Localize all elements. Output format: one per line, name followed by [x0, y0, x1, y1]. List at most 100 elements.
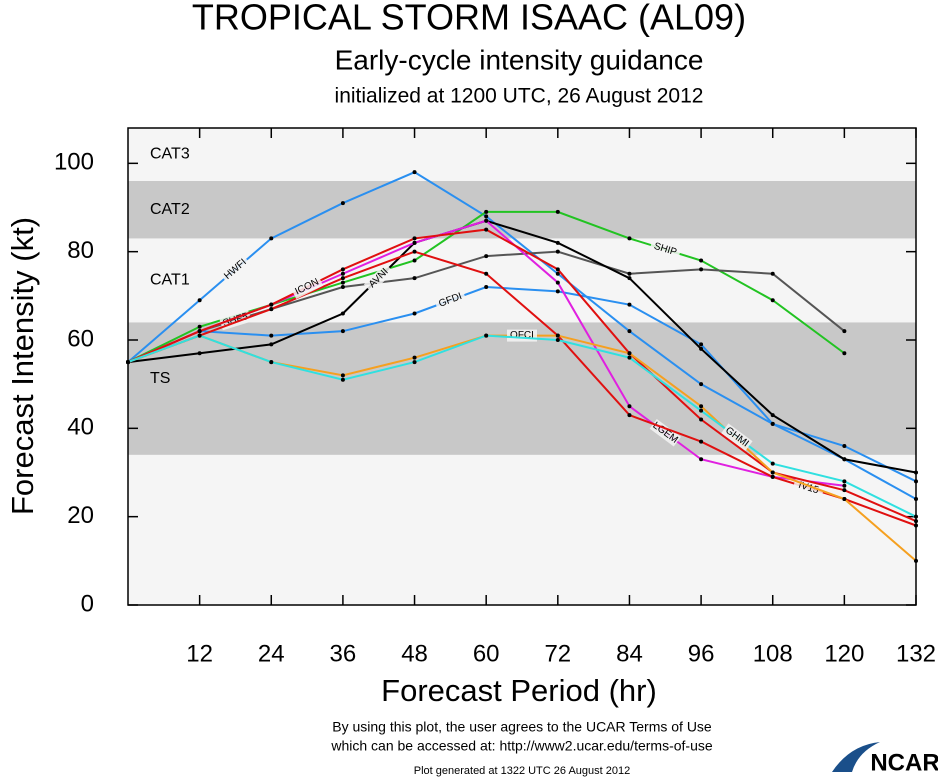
data-point [699, 342, 704, 347]
x-tick-label: 60 [473, 640, 500, 667]
band-label: CAT3 [150, 146, 190, 163]
x-tick-label: 108 [753, 640, 793, 667]
data-point [484, 285, 489, 289]
data-point [412, 236, 417, 241]
x-tick-label: 132 [896, 640, 936, 667]
data-point [555, 289, 560, 294]
data-point [627, 236, 632, 241]
chart-subtitle: Early-cycle intensity guidance [335, 44, 704, 75]
data-point [412, 360, 417, 365]
data-point [770, 298, 775, 303]
chart-title: TROPICAL STORM ISAAC (AL09) [192, 0, 746, 38]
x-tick-label: 84 [616, 640, 643, 667]
data-point [555, 280, 560, 285]
data-point [484, 227, 489, 232]
data-point [197, 351, 202, 356]
data-point [269, 307, 274, 312]
footer-line: Plot generated at 1322 UTC 26 August 201… [414, 765, 631, 777]
data-point [269, 360, 274, 365]
data-point [627, 355, 632, 360]
data-point [842, 488, 847, 493]
y-tick-label: 100 [54, 149, 94, 176]
data-point [699, 404, 704, 409]
data-point [484, 218, 489, 223]
data-point [627, 329, 632, 334]
data-point [340, 271, 345, 276]
data-point [340, 373, 345, 378]
x-tick-label: 12 [186, 640, 213, 667]
logo-mark [832, 742, 880, 772]
data-point [842, 457, 847, 462]
data-point [770, 413, 775, 418]
intensity-band [128, 181, 916, 239]
series-label-bg [721, 423, 753, 451]
y-tick-label: 0 [81, 590, 94, 617]
series-line [127, 228, 917, 523]
series-line [127, 219, 917, 474]
data-point [555, 249, 560, 254]
data-point [627, 276, 632, 281]
data-point [770, 474, 775, 479]
y-axis-label: Forecast Intensity (kt) [5, 217, 40, 515]
footer-line: By using this plot, the user agrees to t… [332, 719, 712, 735]
data-point [340, 285, 345, 289]
data-point [269, 333, 274, 338]
data-point [340, 280, 345, 285]
data-point [340, 311, 345, 316]
data-point [412, 276, 417, 281]
series-label-bg [649, 239, 682, 260]
data-point [627, 302, 632, 307]
data-point [412, 311, 417, 316]
footer-line: which can be accessed at: http://www2.uc… [330, 738, 713, 754]
data-point [770, 470, 775, 475]
series-label-bg [363, 263, 394, 293]
data-point [627, 413, 632, 418]
data-point [484, 214, 489, 219]
data-point [555, 267, 560, 272]
data-point [412, 240, 417, 245]
data-point [484, 333, 489, 338]
data-point [842, 479, 847, 484]
x-tick-label: 120 [824, 640, 864, 667]
series-line [127, 171, 917, 500]
logo: NCAR [870, 749, 938, 776]
plot-area: TS CAT1 CAT2 CAT3 0 20 40 60 80 100 12 24 36 48 60 72 84… [54, 127, 936, 667]
init-time: initialized at 1200 UTC, 26 August 2012 [335, 85, 704, 108]
data-point [555, 209, 560, 214]
band-label: TS [150, 370, 170, 387]
data-point [842, 444, 847, 448]
x-tick-label: 96 [688, 640, 715, 667]
data-point [412, 249, 417, 254]
data-point [484, 209, 489, 214]
x-tick-label: 72 [544, 640, 571, 667]
series-label: OFCI [510, 330, 534, 341]
data-point [770, 271, 775, 276]
data-point [197, 324, 202, 329]
series-line [127, 250, 917, 527]
y-tick-label: 80 [67, 237, 94, 264]
data-point [340, 267, 345, 272]
band-label: CAT2 [150, 201, 190, 218]
data-point [842, 483, 847, 488]
data-point [699, 258, 704, 263]
band-label: CAT1 [150, 272, 190, 289]
data-point [699, 346, 704, 351]
series-label-bg [434, 289, 467, 312]
data-point [412, 170, 417, 175]
data-point [770, 461, 775, 466]
data-point [412, 258, 417, 263]
series-label-bg [290, 274, 324, 300]
y-tick-label: 20 [67, 502, 94, 529]
y-tick-label: 60 [67, 325, 94, 352]
data-point [197, 329, 202, 334]
data-point [699, 417, 704, 422]
data-point [699, 382, 704, 387]
data-point [842, 351, 847, 356]
data-point [627, 404, 632, 409]
data-point [555, 333, 560, 338]
data-point [699, 439, 704, 444]
data-point [269, 236, 274, 241]
data-point [197, 333, 202, 338]
data-point [484, 271, 489, 276]
